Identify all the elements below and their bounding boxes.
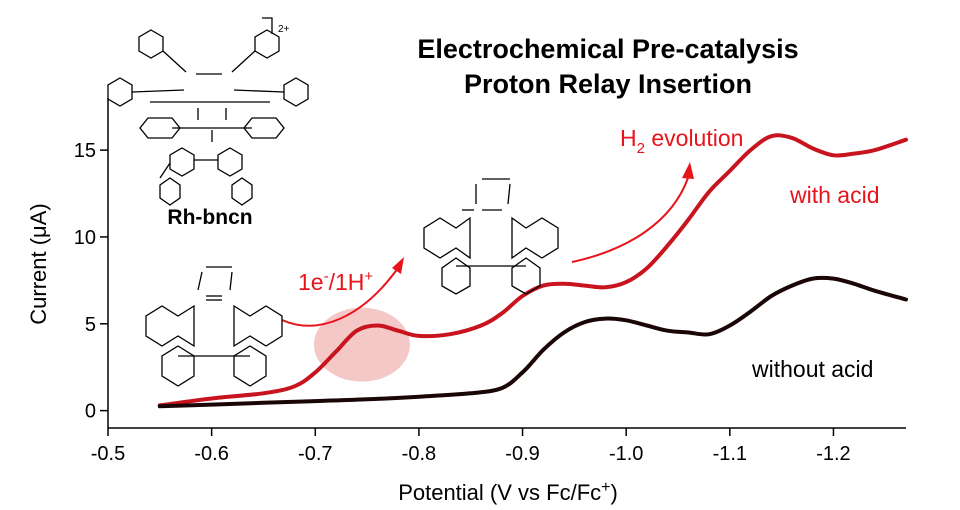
reaction-arrow-1: [281, 257, 404, 327]
x-tick-label: -0.9: [505, 443, 539, 465]
reduction-label: 1e-/1H+: [298, 268, 373, 295]
y-tick-label: 0: [85, 401, 96, 423]
x-tick-label: -1.2: [816, 443, 850, 465]
plot-frame: [107, 98, 906, 429]
x-tick-label: -1.0: [609, 443, 643, 465]
x-axis-title: Potential (V vs Fc/Fc+): [398, 479, 618, 505]
without-acid-label: without acid: [751, 356, 873, 382]
svg-text:2+: 2+: [278, 24, 290, 35]
x-ticks: -0.5 -0.6 -0.7 -0.8 -0.9 -1.0 -1.1 -1.2: [91, 428, 851, 465]
series-layer: [157, 133, 908, 409]
x-tick-label: -0.7: [298, 443, 332, 465]
reaction-arrow-2: [571, 162, 694, 263]
with-acid-label: with acid: [789, 182, 879, 208]
x-tick-label: -0.8: [402, 443, 436, 465]
y-axis-title: Current (μA): [26, 203, 51, 324]
rh-ii-dimer-structure: [145, 266, 283, 387]
y-tick-label: 5: [85, 314, 96, 336]
chart-subtitle: Proton Relay Insertion: [464, 69, 752, 99]
series-line-with-acid: [157, 133, 908, 408]
h2-evolution-label: H2 evolution: [620, 125, 743, 157]
x-tick-label: -0.5: [91, 443, 125, 465]
x-tick-label: -0.6: [194, 443, 228, 465]
chart-title: Electrochemical Pre-catalysis: [417, 34, 798, 64]
rh-bncn-structure: 2+: [107, 17, 309, 206]
rh-ii-iii-hydride-structure: [423, 178, 559, 295]
y-ticks: 0 5 10 15: [74, 140, 108, 423]
y-tick-label: 15: [74, 140, 96, 162]
peak-highlight: [313, 307, 410, 382]
y-tick-label: 10: [74, 227, 96, 249]
x-tick-label: -1.1: [713, 443, 747, 465]
series-line-without-acid: [157, 275, 908, 409]
compound-name-label: Rh-bncn: [167, 206, 252, 229]
